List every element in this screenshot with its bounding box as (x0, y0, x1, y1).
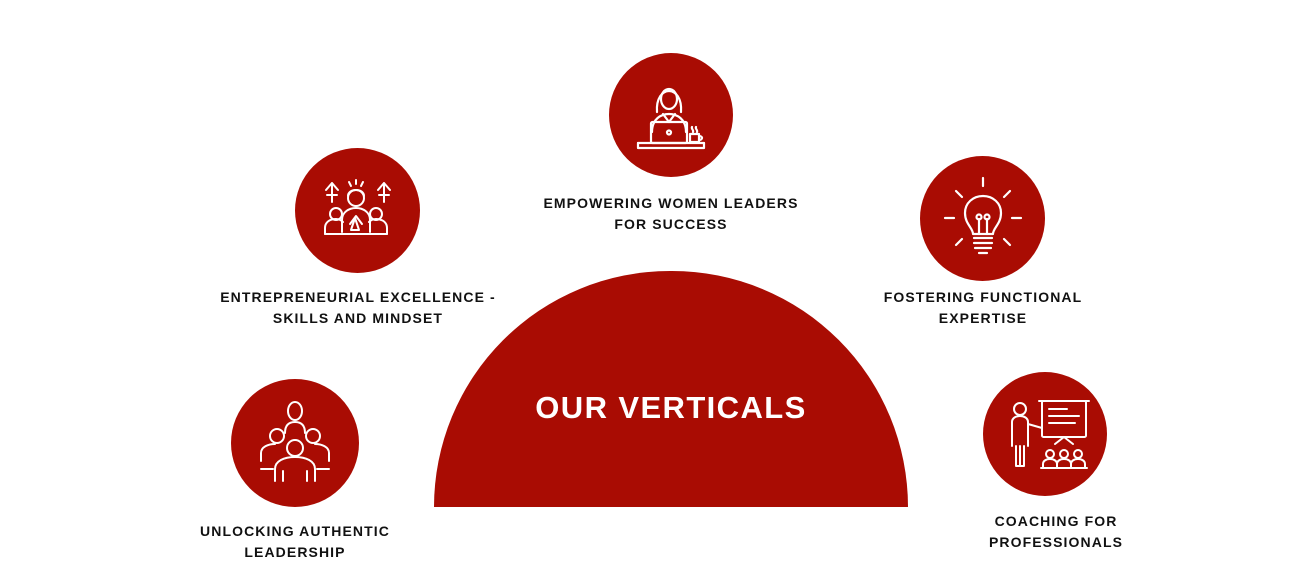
vertical-label-line: ENTREPRENEURIAL EXCELLENCE - (220, 289, 496, 305)
vertical-label-line: EXPERTISE (938, 310, 1028, 326)
team-leader-growth-icon (323, 178, 391, 235)
dome-title: OUR VERTICALS (535, 390, 807, 425)
group-people-icon (260, 401, 330, 482)
vertical-label-line: FOSTERING FUNCTIONAL (883, 289, 1083, 305)
vertical-functional-expertise-badge (920, 156, 1045, 281)
vertical-women-leaders-badge (609, 53, 733, 177)
vertical-label-line: UNLOCKING AUTHENTIC (200, 523, 390, 539)
vertical-authentic-leadership-badge (231, 379, 359, 507)
vertical-entrepreneurial-badge (295, 148, 420, 273)
vertical-label-line: EMPOWERING WOMEN LEADERS (543, 195, 799, 211)
vertical-functional-expertise-label: FOSTERING FUNCTIONAL EXPERTISE (870, 287, 1096, 329)
vertical-coaching-label: COACHING FOR PROFESSIONALS (962, 511, 1150, 553)
vertical-label-line: COACHING FOR (994, 513, 1118, 529)
verticals-dome (434, 271, 908, 507)
woman-laptop-icon (636, 87, 706, 150)
vertical-authentic-leadership-label: UNLOCKING AUTHENTIC LEADERSHIP (190, 521, 400, 563)
vertical-label-line: SKILLS AND MINDSET (272, 310, 444, 326)
vertical-women-leaders-label: EMPOWERING WOMEN LEADERS FOR SUCCESS (520, 193, 822, 235)
lightbulb-icon (943, 176, 1022, 254)
vertical-coaching-badge (983, 372, 1107, 496)
vertical-label-line: LEADERSHIP (244, 544, 346, 560)
vertical-label-line: FOR SUCCESS (614, 216, 728, 232)
vertical-entrepreneurial-label: ENTREPRENEURIAL EXCELLENCE - SKILLS AND … (213, 287, 503, 329)
presentation-coaching-icon (1011, 400, 1090, 469)
vertical-label-line: PROFESSIONALS (988, 534, 1124, 550)
